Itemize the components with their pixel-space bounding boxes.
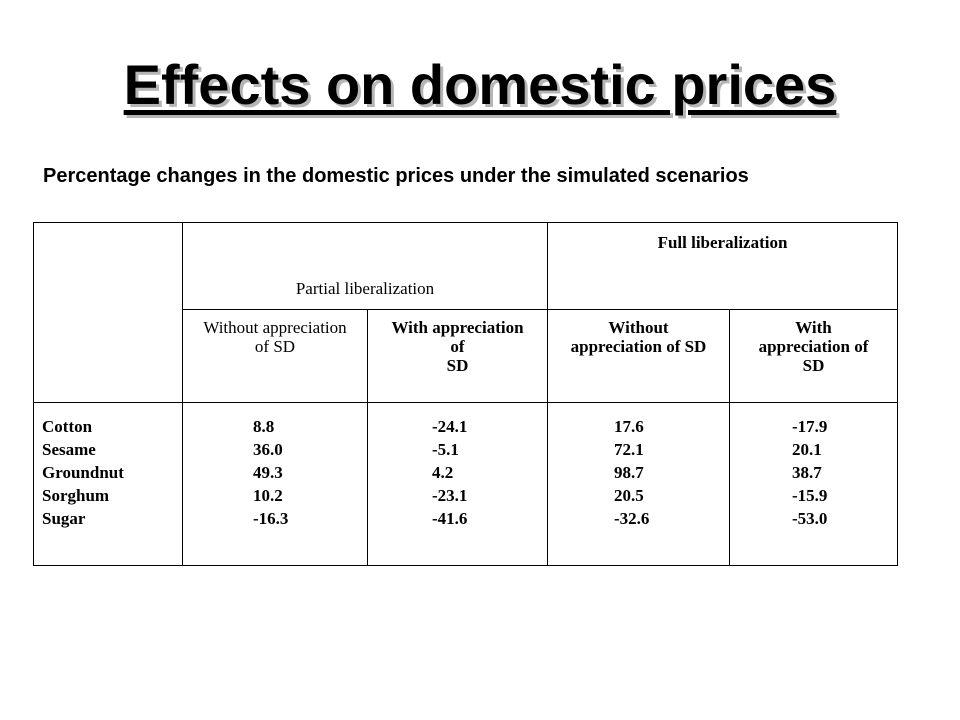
header-partial-with-appreciation: With appreciation of SD (367, 309, 548, 403)
value-cell: 36.0 (253, 440, 283, 459)
header-row-scenarios: Without appreciation of SD With apprecia… (34, 309, 899, 403)
values-partial-with: -24.1 -5.1 4.2 -23.1 -41.6 (367, 402, 548, 566)
header-partial-liberalization: Partial liberalization (182, 222, 548, 310)
value-cell: 72.1 (614, 440, 644, 459)
values-full-with: -17.9 20.1 38.7 -15.9 -53.0 (728, 402, 899, 566)
value-cell: 10.2 (253, 486, 283, 505)
value-cell: 38.7 (792, 463, 822, 482)
header-full-with-text-2: SD (802, 356, 825, 375)
header-partial-with-text-2: SD (446, 356, 469, 375)
value-cell: -15.9 (792, 486, 828, 505)
value-cell: -23.1 (432, 486, 468, 505)
corner-cell (33, 222, 183, 403)
header-partial-with-text-1: With appreciation of (391, 318, 524, 356)
commodity-names: Cotton Sesame Groundnut Sorghum Sugar (33, 402, 183, 566)
header-partial-without-text: Without appreciation of SD (203, 318, 347, 356)
row-label-sesame: Sesame (42, 440, 96, 459)
value-cell: 8.8 (253, 417, 275, 436)
value-cell: -24.1 (432, 417, 468, 436)
values-partial-without: 8.8 36.0 49.3 10.2 -16.3 (182, 402, 368, 566)
value-cell: -16.3 (253, 509, 289, 528)
slide-title-text: Effects on domestic prices (123, 53, 837, 116)
row-label-groundnut: Groundnut (42, 463, 124, 482)
value-cell: 49.3 (253, 463, 283, 482)
slide-title: Effects on domestic prices (0, 52, 960, 118)
value-cell: -17.9 (792, 417, 828, 436)
header-row-groups: Partial liberalization Full liberalizati… (33, 222, 899, 403)
value-cell: -41.6 (432, 509, 468, 528)
price-changes-table: Partial liberalization Full liberalizati… (33, 222, 899, 566)
value-cell: -53.0 (792, 509, 828, 528)
value-cell: 20.1 (792, 440, 822, 459)
header-full-without-appreciation: Without appreciation of SD (547, 309, 730, 403)
header-full-liberalization: Full liberalization (546, 222, 899, 310)
value-cell: 4.2 (432, 463, 454, 482)
row-label-sorghum: Sorghum (42, 486, 110, 505)
value-cell: 98.7 (614, 463, 644, 482)
value-cell: 20.5 (614, 486, 644, 505)
table-body-row: Cotton Sesame Groundnut Sorghum Sugar 8.… (33, 402, 899, 566)
value-cell: 17.6 (614, 417, 644, 436)
value-cell: -5.1 (432, 440, 459, 459)
header-full-without-text: Without appreciation of SD (570, 318, 707, 356)
header-partial-without-appreciation: Without appreciation of SD (182, 309, 368, 403)
header-full-with-text-1: With appreciation of (758, 318, 869, 356)
value-cell: -32.6 (614, 509, 650, 528)
header-full-with-appreciation: With appreciation of SD (728, 309, 899, 403)
row-label-cotton: Cotton (42, 417, 93, 436)
row-label-sugar: Sugar (42, 509, 86, 528)
table-caption: Percentage changes in the domestic price… (43, 165, 749, 187)
values-full-without: 17.6 72.1 98.7 20.5 -32.6 (547, 402, 730, 566)
